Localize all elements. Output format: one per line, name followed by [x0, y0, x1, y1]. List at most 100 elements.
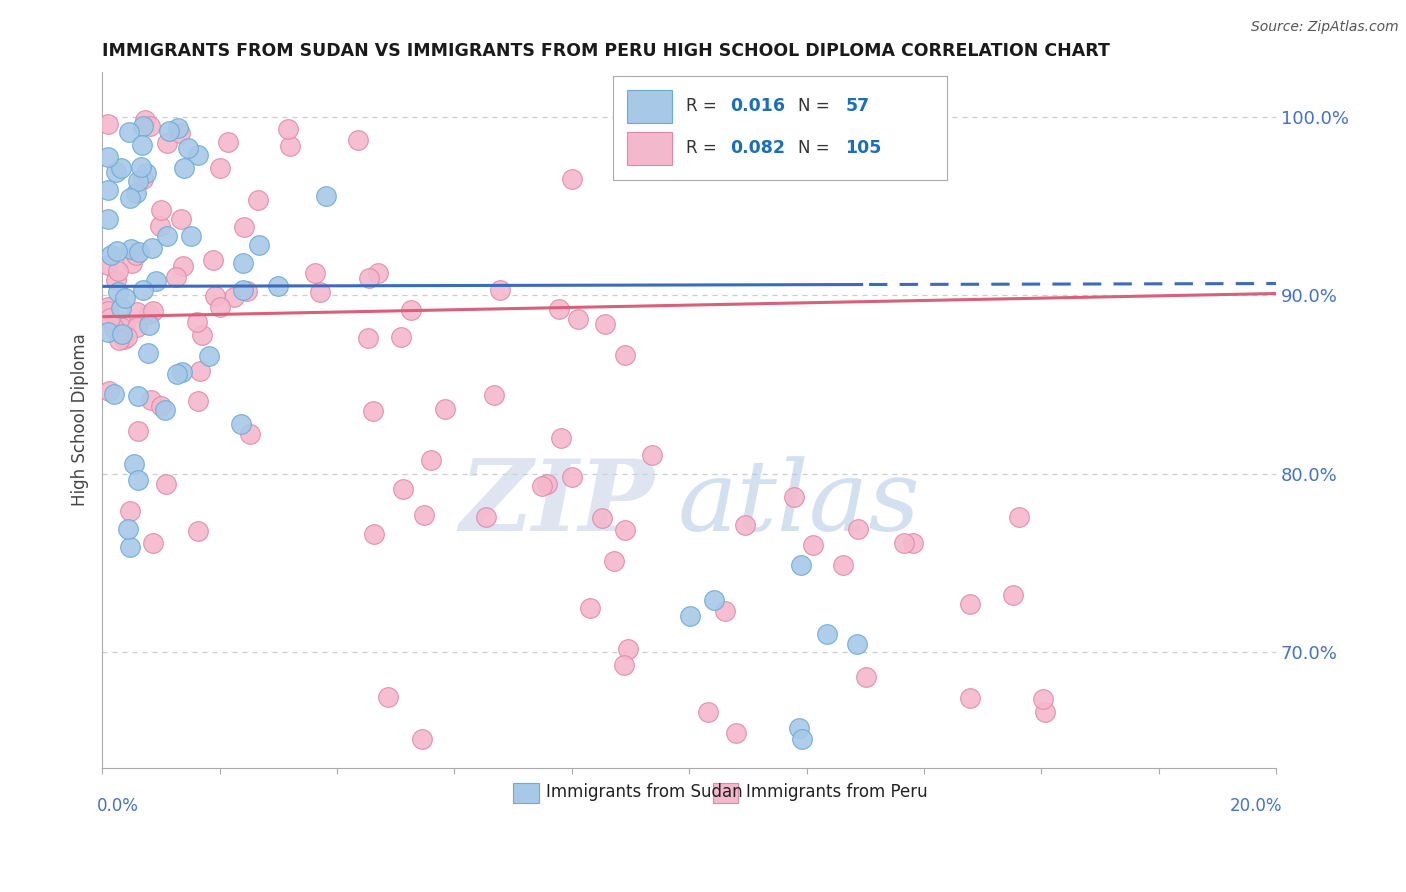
- Point: [367, 266, 389, 280]
- Point: [105, 273, 128, 287]
- Point: [187, 524, 209, 539]
- Point: [121, 256, 143, 270]
- Point: [591, 511, 613, 525]
- Point: [593, 317, 616, 331]
- Point: [149, 219, 172, 233]
- Point: [169, 126, 191, 140]
- Point: [132, 283, 155, 297]
- Point: [173, 161, 195, 175]
- Point: [105, 244, 128, 258]
- Point: [209, 161, 232, 176]
- Point: [128, 473, 150, 487]
- Point: [177, 141, 200, 155]
- Point: [145, 274, 167, 288]
- Point: [111, 326, 134, 341]
- Point: [530, 479, 553, 493]
- Point: [110, 161, 132, 175]
- Text: ZIP: ZIP: [458, 455, 654, 552]
- Point: [98, 310, 121, 325]
- Text: N =: N =: [799, 97, 835, 115]
- Point: [783, 490, 806, 504]
- Point: [141, 241, 163, 255]
- Point: [959, 597, 981, 611]
- Point: [550, 431, 572, 445]
- Point: [108, 333, 131, 347]
- Point: [127, 174, 149, 188]
- Text: 20.0%: 20.0%: [1229, 797, 1282, 815]
- FancyBboxPatch shape: [627, 90, 672, 123]
- Point: [678, 608, 700, 623]
- Point: [848, 522, 870, 536]
- Point: [107, 263, 129, 277]
- FancyBboxPatch shape: [613, 76, 948, 180]
- Point: [209, 300, 232, 314]
- Point: [157, 124, 180, 138]
- Point: [232, 220, 254, 235]
- Point: [204, 289, 226, 303]
- Text: N =: N =: [799, 138, 835, 156]
- Text: 0.082: 0.082: [730, 138, 786, 156]
- Point: [97, 182, 120, 196]
- Point: [155, 476, 177, 491]
- Point: [120, 242, 142, 256]
- Point: [703, 593, 725, 607]
- Point: [617, 642, 640, 657]
- FancyBboxPatch shape: [513, 783, 538, 803]
- Point: [713, 604, 735, 618]
- Point: [172, 259, 194, 273]
- Point: [790, 558, 813, 572]
- Point: [127, 390, 149, 404]
- Point: [561, 470, 583, 484]
- Point: [110, 320, 132, 334]
- Point: [114, 317, 136, 331]
- Point: [831, 558, 853, 573]
- Point: [315, 189, 337, 203]
- Point: [567, 311, 589, 326]
- Point: [232, 283, 254, 297]
- Point: [389, 329, 412, 343]
- Point: [198, 350, 221, 364]
- Point: [356, 331, 378, 345]
- Point: [103, 387, 125, 401]
- Point: [790, 732, 813, 747]
- Point: [235, 284, 257, 298]
- Point: [1008, 509, 1031, 524]
- Point: [125, 304, 148, 318]
- Point: [103, 320, 125, 334]
- Point: [170, 365, 193, 379]
- Point: [602, 554, 624, 568]
- Text: atlas: atlas: [678, 456, 920, 551]
- Point: [231, 417, 253, 431]
- Point: [536, 477, 558, 491]
- Text: 105: 105: [845, 138, 882, 156]
- Point: [412, 508, 434, 523]
- Point: [217, 135, 239, 149]
- Point: [141, 392, 163, 407]
- Point: [138, 307, 160, 321]
- Point: [399, 303, 422, 318]
- Point: [361, 404, 384, 418]
- Point: [149, 399, 172, 413]
- Point: [845, 637, 868, 651]
- Point: [1032, 692, 1054, 706]
- Point: [110, 301, 132, 315]
- Point: [855, 670, 877, 684]
- Text: R =: R =: [686, 97, 721, 115]
- Point: [614, 348, 637, 362]
- Point: [131, 138, 153, 153]
- Point: [97, 211, 120, 226]
- Point: [613, 523, 636, 537]
- Point: [475, 510, 498, 524]
- Point: [142, 304, 165, 318]
- Point: [187, 393, 209, 408]
- Point: [170, 211, 193, 226]
- Point: [278, 138, 301, 153]
- Text: R =: R =: [686, 138, 721, 156]
- Point: [138, 119, 160, 133]
- Point: [377, 690, 399, 704]
- FancyBboxPatch shape: [713, 783, 738, 803]
- Point: [186, 315, 208, 329]
- Point: [787, 721, 810, 735]
- Point: [202, 252, 225, 267]
- Point: [150, 203, 173, 218]
